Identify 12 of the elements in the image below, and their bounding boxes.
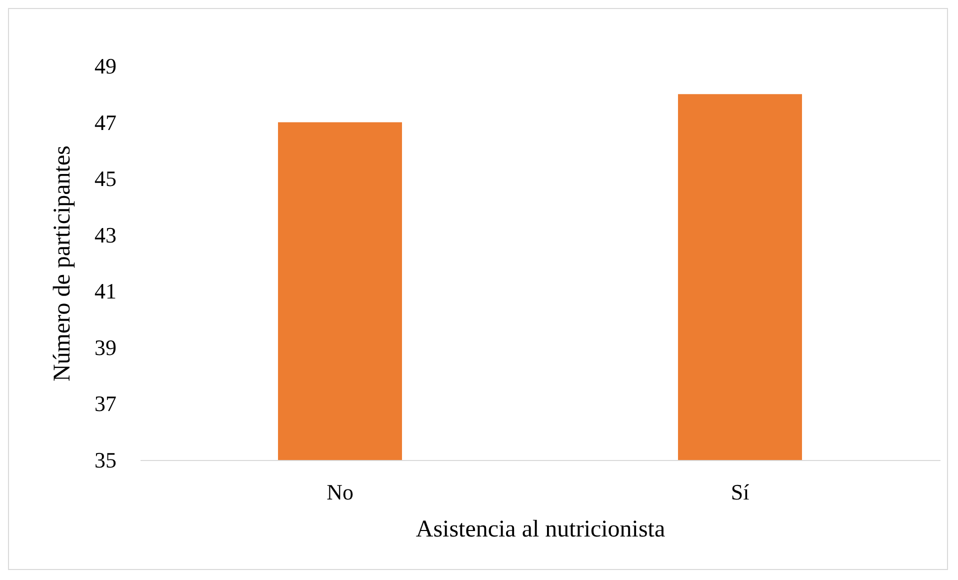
x-tick-label: Sí [730,480,750,504]
y-tick-label: 37 [94,391,116,416]
x-axis-title: Asistencia al nutricionista [416,516,666,542]
y-axis-title: Número de participantes [50,146,76,382]
y-tick-label: 39 [94,334,116,360]
y-tick-label: 45 [94,166,116,192]
y-tick-label: 35 [94,448,116,472]
y-tick-label: 41 [94,278,116,304]
y-tick-label: 43 [94,222,116,248]
y-tick-label: 47 [94,110,116,135]
x-tick-label: No [326,480,354,504]
y-tick-label: 49 [94,54,116,78]
